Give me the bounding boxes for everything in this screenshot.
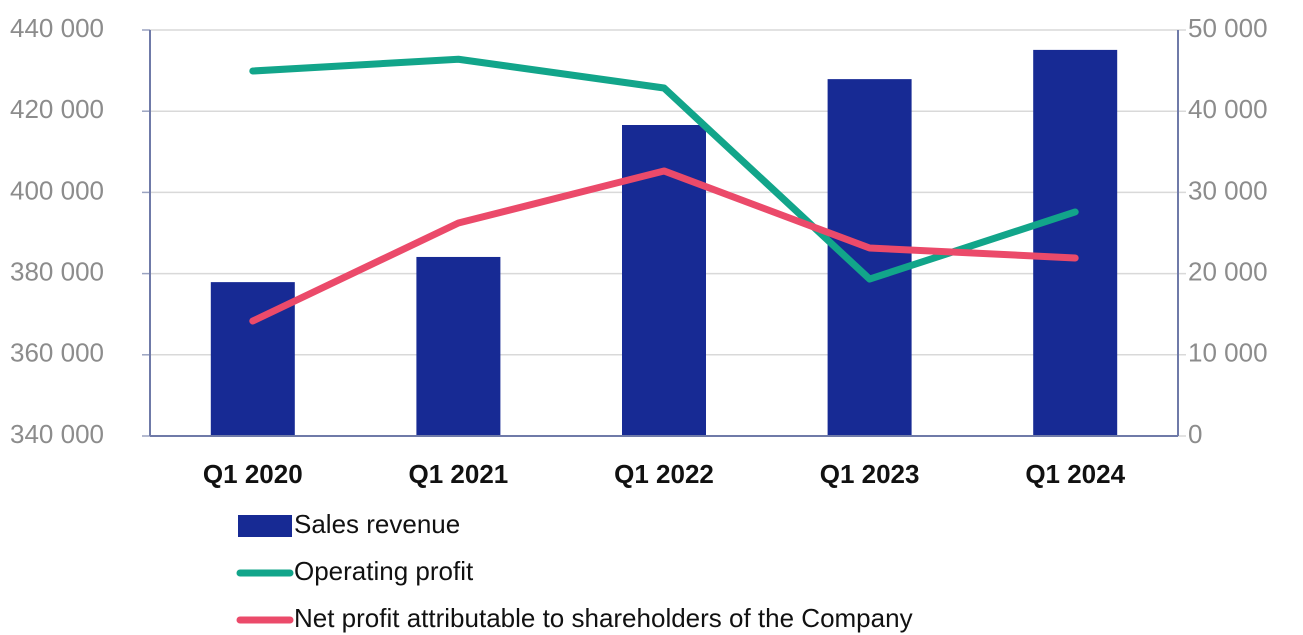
line (249, 55, 1079, 283)
y-tick-label: 340 000 (10, 419, 104, 449)
line (249, 167, 1079, 325)
y-tick-label: 420 000 (10, 94, 104, 124)
y-tick-label: 400 000 (10, 175, 104, 205)
y-tick-label: 360 000 (10, 338, 104, 368)
x-tick-label: Q1 2023 (820, 459, 920, 489)
y2-tick-label: 10 000 (1188, 338, 1268, 368)
x-tick-label: Q1 2024 (1025, 459, 1125, 489)
bar (416, 256, 501, 436)
x-tick-label: Q1 2022 (614, 459, 714, 489)
y-tick-label: 380 000 (10, 256, 104, 286)
legend-label: Net profit attributable to shareholders … (294, 603, 913, 633)
x-tick-label: Q1 2021 (409, 459, 509, 489)
y2-tick-label: 30 000 (1188, 175, 1268, 205)
y2-tick-label: 50 000 (1188, 13, 1268, 43)
legend-label: Sales revenue (294, 509, 460, 539)
bar (1033, 49, 1118, 436)
legend-label: Operating profit (294, 556, 474, 586)
y2-tick-label: 0 (1188, 419, 1202, 449)
y2-tick-label: 20 000 (1188, 256, 1268, 286)
y-tick-label: 440 000 (10, 13, 104, 43)
legend-swatch (238, 515, 292, 537)
y2-tick-label: 40 000 (1188, 94, 1268, 124)
bar (827, 79, 912, 436)
x-tick-label: Q1 2020 (203, 459, 303, 489)
